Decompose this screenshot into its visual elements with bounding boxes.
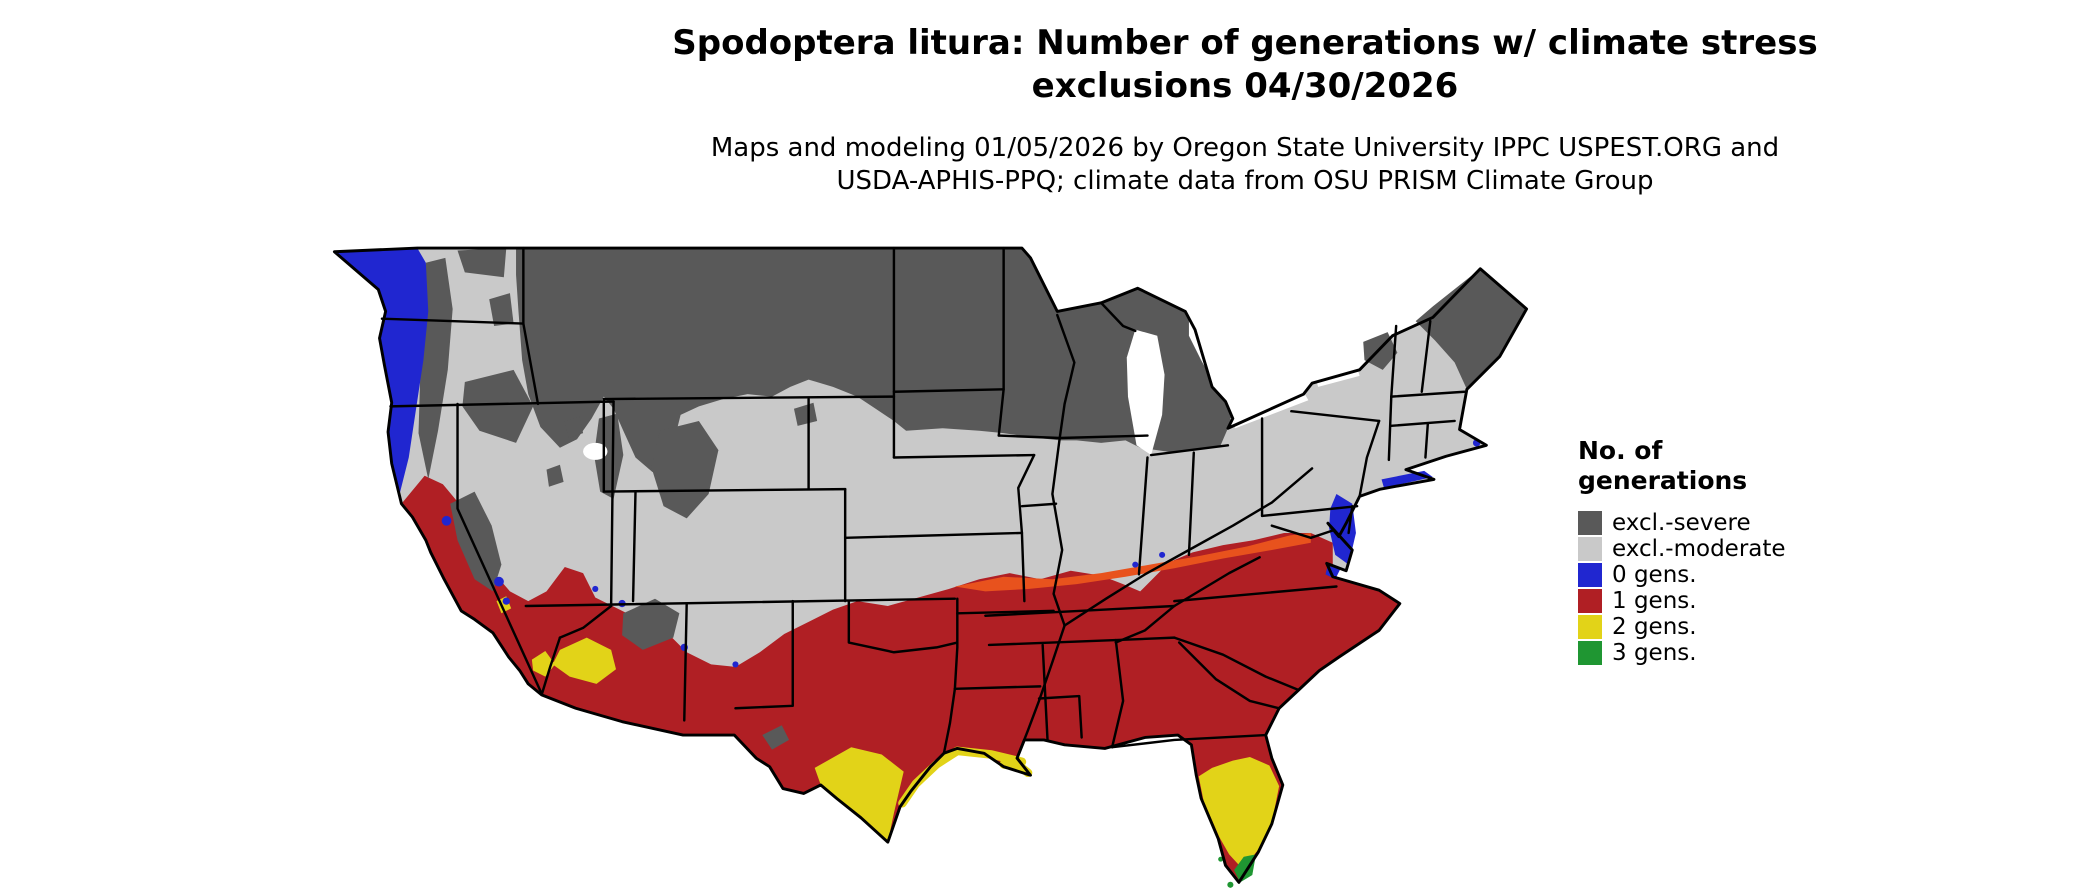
legend-items: excl.-severe excl.-moderate 0 gens. 1 gens.… xyxy=(1578,510,1786,666)
legend-swatch xyxy=(1578,563,1602,587)
title-line2: exclusions 04/30/2026 xyxy=(1031,65,1459,106)
region-1-gen xyxy=(401,475,1400,883)
legend-label: 3 gens. xyxy=(1612,640,1697,666)
us-outline xyxy=(332,246,1529,884)
legend-swatch xyxy=(1578,589,1602,613)
legend-item: 1 gens. xyxy=(1578,588,1786,614)
legend-swatch xyxy=(1578,511,1602,535)
legend-swatch xyxy=(1578,615,1602,639)
us-map xyxy=(321,214,1540,888)
subtitle-line2: USDA-APHIS-PPQ; climate data from OSU PR… xyxy=(836,166,1654,197)
great-salt-lake xyxy=(583,442,608,460)
legend-swatch xyxy=(1578,537,1602,561)
figure-subtitle: Maps and modeling 01/05/2026 by Oregon S… xyxy=(345,132,2100,200)
legend-label: 0 gens. xyxy=(1612,562,1697,588)
legend-label: excl.-moderate xyxy=(1612,536,1786,562)
legend-label: excl.-severe xyxy=(1612,510,1751,536)
legend-swatch xyxy=(1578,641,1602,665)
title-block: Spodoptera litura: Number of generations… xyxy=(345,22,2100,199)
legend-item: excl.-severe xyxy=(1578,510,1786,536)
legend-item: 2 gens. xyxy=(1578,614,1786,640)
legend-label: 2 gens. xyxy=(1612,614,1697,640)
subtitle-line1: Maps and modeling 01/05/2026 by Oregon S… xyxy=(710,132,1780,163)
title-line1: Spodoptera litura: Number of generations… xyxy=(672,23,1818,63)
legend-label: 1 gens. xyxy=(1612,588,1697,614)
legend-title: No. of generations xyxy=(1578,436,1786,496)
us-map-svg xyxy=(332,246,1529,888)
region-transition-fringe xyxy=(954,532,1311,592)
legend-item: 3 gens. xyxy=(1578,640,1786,666)
lake-michigan xyxy=(1126,329,1165,456)
legend-item: excl.-moderate xyxy=(1578,536,1786,562)
legend-item: 0 gens. xyxy=(1578,562,1786,588)
legend-title-line1: No. of xyxy=(1578,436,1663,465)
legend-title-line2: generations xyxy=(1578,466,1748,495)
figure-title: Spodoptera litura: Number of generations… xyxy=(345,22,2100,108)
legend: No. of generations excl.-severe excl.-mod… xyxy=(1578,436,1786,666)
region-3-gens xyxy=(1218,854,1256,888)
